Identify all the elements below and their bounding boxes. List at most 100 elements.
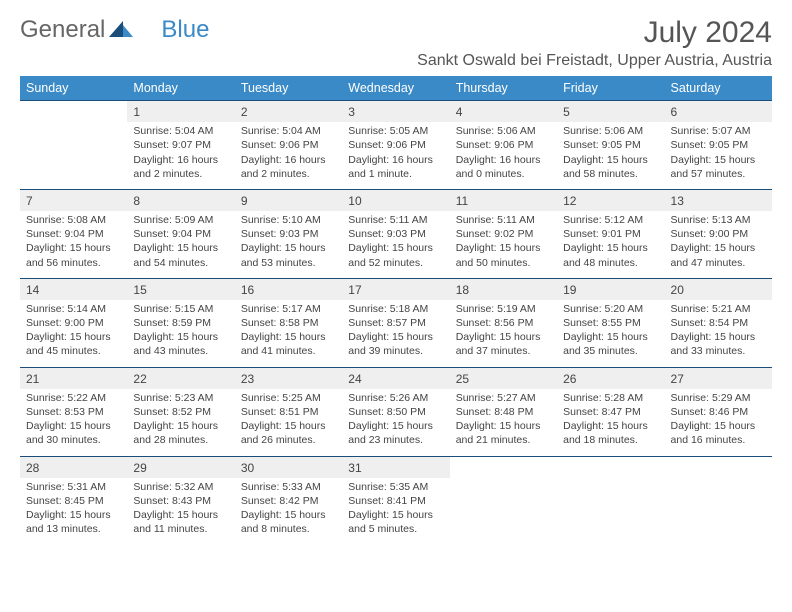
day-header: Friday (557, 76, 664, 101)
day-content-cell: Sunrise: 5:27 AMSunset: 8:48 PMDaylight:… (450, 389, 557, 456)
day-content-cell: Sunrise: 5:17 AMSunset: 8:58 PMDaylight:… (235, 300, 342, 367)
day-info-line: Daylight: 15 hours (133, 330, 228, 344)
day-info-line: Sunset: 8:54 PM (671, 316, 766, 330)
day-info-line: and 16 minutes. (671, 433, 766, 447)
day-info-line: Daylight: 15 hours (456, 241, 551, 255)
day-number-cell (665, 456, 772, 478)
day-content-row: Sunrise: 5:04 AMSunset: 9:07 PMDaylight:… (20, 122, 772, 189)
day-info-line: Sunset: 8:41 PM (348, 494, 443, 508)
day-info-line: Sunset: 8:57 PM (348, 316, 443, 330)
day-info-line: Sunset: 8:58 PM (241, 316, 336, 330)
day-info-line: Sunrise: 5:20 AM (563, 302, 658, 316)
day-info-line: Sunset: 8:50 PM (348, 405, 443, 419)
title-block: July 2024 Sankt Oswald bei Freistadt, Up… (417, 16, 772, 70)
day-info-line: Sunset: 9:00 PM (26, 316, 121, 330)
day-content-cell: Sunrise: 5:04 AMSunset: 9:06 PMDaylight:… (235, 122, 342, 189)
day-info-line: Daylight: 15 hours (241, 419, 336, 433)
day-number-cell: 16 (235, 278, 342, 300)
day-content-row: Sunrise: 5:08 AMSunset: 9:04 PMDaylight:… (20, 211, 772, 278)
day-info-line: Daylight: 15 hours (348, 330, 443, 344)
day-number-cell: 13 (665, 189, 772, 211)
day-info-line: Sunset: 8:56 PM (456, 316, 551, 330)
day-number-cell (20, 101, 127, 123)
day-content-cell: Sunrise: 5:08 AMSunset: 9:04 PMDaylight:… (20, 211, 127, 278)
day-content-cell: Sunrise: 5:23 AMSunset: 8:52 PMDaylight:… (127, 389, 234, 456)
day-number-cell: 27 (665, 367, 772, 389)
day-info-line: Sunset: 9:03 PM (241, 227, 336, 241)
day-info-line: Daylight: 15 hours (671, 153, 766, 167)
day-info-line: and 28 minutes. (133, 433, 228, 447)
day-info-line: and 21 minutes. (456, 433, 551, 447)
day-content-cell: Sunrise: 5:04 AMSunset: 9:07 PMDaylight:… (127, 122, 234, 189)
day-info-line: Daylight: 16 hours (456, 153, 551, 167)
day-number-cell: 31 (342, 456, 449, 478)
day-number-cell: 7 (20, 189, 127, 211)
day-info-line: Sunrise: 5:23 AM (133, 391, 228, 405)
header: General Blue July 2024 Sankt Oswald bei … (20, 16, 772, 70)
day-info-line: Daylight: 15 hours (26, 419, 121, 433)
day-info-line: and 5 minutes. (348, 522, 443, 536)
day-info-line: and 47 minutes. (671, 256, 766, 270)
day-content-cell (557, 478, 664, 545)
day-info-line: Sunset: 8:55 PM (563, 316, 658, 330)
day-info-line: Sunrise: 5:11 AM (456, 213, 551, 227)
day-info-line: Sunrise: 5:08 AM (26, 213, 121, 227)
day-content-cell: Sunrise: 5:06 AMSunset: 9:05 PMDaylight:… (557, 122, 664, 189)
day-header: Sunday (20, 76, 127, 101)
day-info-line: Daylight: 15 hours (241, 330, 336, 344)
day-content-cell: Sunrise: 5:11 AMSunset: 9:02 PMDaylight:… (450, 211, 557, 278)
day-info-line: and 48 minutes. (563, 256, 658, 270)
day-content-cell: Sunrise: 5:20 AMSunset: 8:55 PMDaylight:… (557, 300, 664, 367)
day-info-line: Sunset: 9:04 PM (26, 227, 121, 241)
day-info-line: Daylight: 15 hours (563, 241, 658, 255)
day-info-line: Sunset: 9:05 PM (563, 138, 658, 152)
day-number-cell: 18 (450, 278, 557, 300)
day-info-line: Daylight: 15 hours (241, 241, 336, 255)
day-header: Tuesday (235, 76, 342, 101)
day-info-line: and 30 minutes. (26, 433, 121, 447)
day-info-line: Sunrise: 5:27 AM (456, 391, 551, 405)
day-info-line: Daylight: 15 hours (456, 330, 551, 344)
day-info-line: and 35 minutes. (563, 344, 658, 358)
day-info-line: and 43 minutes. (133, 344, 228, 358)
day-number-row: 123456 (20, 101, 772, 123)
day-info-line: Sunrise: 5:17 AM (241, 302, 336, 316)
day-content-row: Sunrise: 5:22 AMSunset: 8:53 PMDaylight:… (20, 389, 772, 456)
day-info-line: Sunrise: 5:33 AM (241, 480, 336, 494)
calendar-table: Sunday Monday Tuesday Wednesday Thursday… (20, 76, 772, 544)
day-info-line: Daylight: 15 hours (26, 241, 121, 255)
day-info-line: Sunset: 8:43 PM (133, 494, 228, 508)
day-content-cell: Sunrise: 5:11 AMSunset: 9:03 PMDaylight:… (342, 211, 449, 278)
day-info-line: Sunset: 8:51 PM (241, 405, 336, 419)
day-number-row: 14151617181920 (20, 278, 772, 300)
day-content-cell: Sunrise: 5:15 AMSunset: 8:59 PMDaylight:… (127, 300, 234, 367)
day-number-cell: 10 (342, 189, 449, 211)
day-info-line: Sunset: 8:47 PM (563, 405, 658, 419)
day-number-cell: 3 (342, 101, 449, 123)
day-number-row: 21222324252627 (20, 367, 772, 389)
day-info-line: Daylight: 15 hours (133, 419, 228, 433)
day-info-line: Sunrise: 5:15 AM (133, 302, 228, 316)
month-title: July 2024 (417, 16, 772, 50)
day-content-cell: Sunrise: 5:31 AMSunset: 8:45 PMDaylight:… (20, 478, 127, 545)
day-info-line: Sunrise: 5:05 AM (348, 124, 443, 138)
day-info-line: Sunset: 8:59 PM (133, 316, 228, 330)
day-info-line: Sunset: 8:48 PM (456, 405, 551, 419)
day-content-cell (665, 478, 772, 545)
day-info-line: and 58 minutes. (563, 167, 658, 181)
day-info-line: Daylight: 15 hours (671, 419, 766, 433)
day-content-cell: Sunrise: 5:26 AMSunset: 8:50 PMDaylight:… (342, 389, 449, 456)
day-info-line: Sunrise: 5:12 AM (563, 213, 658, 227)
day-info-line: Daylight: 15 hours (348, 508, 443, 522)
day-info-line: Sunrise: 5:26 AM (348, 391, 443, 405)
day-info-line: and 26 minutes. (241, 433, 336, 447)
day-number-cell: 14 (20, 278, 127, 300)
day-content-cell: Sunrise: 5:13 AMSunset: 9:00 PMDaylight:… (665, 211, 772, 278)
day-info-line: Sunset: 9:05 PM (671, 138, 766, 152)
day-info-line: Daylight: 15 hours (241, 508, 336, 522)
day-number-cell: 23 (235, 367, 342, 389)
day-info-line: and 53 minutes. (241, 256, 336, 270)
day-info-line: Sunrise: 5:22 AM (26, 391, 121, 405)
day-content-cell: Sunrise: 5:19 AMSunset: 8:56 PMDaylight:… (450, 300, 557, 367)
day-number-cell: 5 (557, 101, 664, 123)
